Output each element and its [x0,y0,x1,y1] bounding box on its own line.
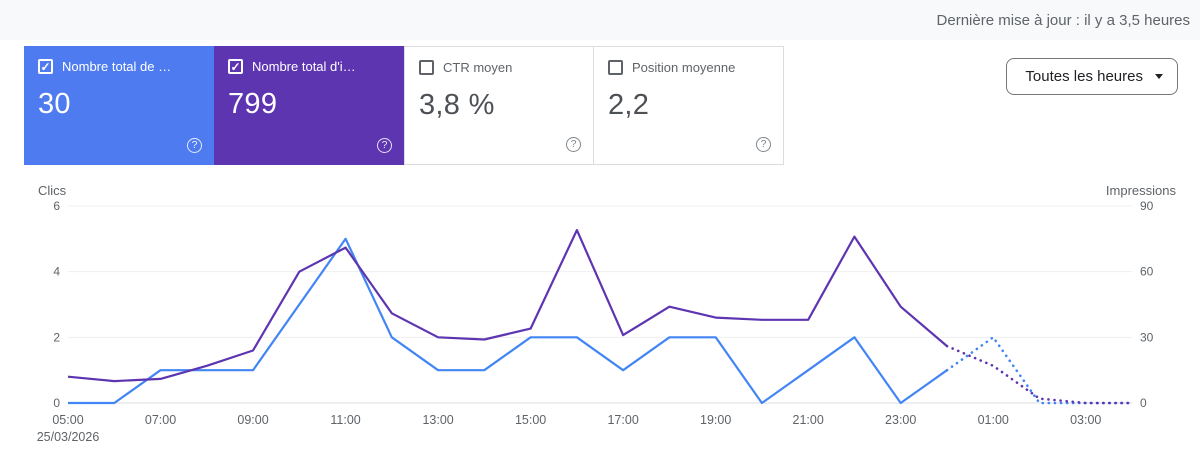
metric-value: 799 [228,88,278,120]
svg-text:11:00: 11:00 [330,413,360,427]
metric-card-total-clicks[interactable]: Nombre total de … 30 ? [24,46,214,165]
checkbox-unchecked-icon[interactable] [419,60,434,75]
metric-card-avg-position[interactable]: Position moyenne 2,2 ? [594,46,784,165]
svg-text:25/03/2026: 25/03/2026 [37,430,100,444]
page-root: Dernière mise à jour : il y a 3,5 heures… [0,0,1200,457]
help-icon[interactable]: ? [377,138,392,153]
svg-text:03:00: 03:00 [1070,413,1101,427]
metric-label: Position moyenne [632,60,736,75]
card-head: CTR moyen [419,60,579,75]
svg-text:07:00: 07:00 [145,413,176,427]
svg-text:09:00: 09:00 [237,413,268,427]
checkbox-checked-icon[interactable] [228,59,243,74]
svg-text:2: 2 [53,330,60,344]
metric-label: Nombre total d'i… [252,59,356,74]
svg-text:0: 0 [1140,396,1147,410]
svg-text:23:00: 23:00 [885,413,916,427]
metric-card-total-impressions[interactable]: Nombre total d'i… 799 ? [214,46,404,165]
svg-text:6: 6 [53,199,60,213]
left-axis-title: Clics [38,183,67,198]
svg-text:19:00: 19:00 [700,413,731,427]
metric-cards-row: Nombre total de … 30 ? Nombre total d'i…… [0,40,1200,165]
svg-text:21:00: 21:00 [793,413,824,427]
metric-label: CTR moyen [443,60,513,75]
checkbox-checked-icon[interactable] [38,59,53,74]
metric-label: Nombre total de … [62,59,172,74]
svg-text:4: 4 [53,265,60,279]
chart-axis-titles: Clics Impressions [24,183,1176,198]
right-axis-title: Impressions [1105,183,1176,198]
svg-text:13:00: 13:00 [422,413,453,427]
svg-text:17:00: 17:00 [607,413,638,427]
chevron-down-icon [1155,74,1163,79]
metric-value: 3,8 % [419,89,495,121]
checkbox-unchecked-icon[interactable] [608,60,623,75]
svg-text:01:00: 01:00 [978,413,1009,427]
svg-text:15:00: 15:00 [515,413,546,427]
last-update-text: Dernière mise à jour : il y a 3,5 heures [936,11,1190,29]
metric-value: 2,2 [608,89,650,121]
svg-text:0: 0 [53,396,60,410]
hours-filter-dropdown[interactable]: Toutes les heures [1006,58,1178,95]
top-header: Dernière mise à jour : il y a 3,5 heures [0,0,1200,40]
performance-chart: Clics Impressions 0 2 4 6 0 30 60 90 05:00 07:00 0… [0,165,1200,457]
hours-filter-label: Toutes les heures [1025,68,1143,85]
svg-text:90: 90 [1140,199,1154,213]
svg-text:05:00: 05:00 [52,413,83,427]
metric-card-avg-ctr[interactable]: CTR moyen 3,8 % ? [404,46,594,165]
card-head: Nombre total de … [38,59,200,74]
metric-value: 30 [38,88,71,120]
card-head: Position moyenne [608,60,769,75]
svg-text:30: 30 [1140,330,1154,344]
card-head: Nombre total d'i… [228,59,390,74]
svg-text:60: 60 [1140,265,1154,279]
help-icon[interactable]: ? [756,137,771,152]
help-icon[interactable]: ? [187,138,202,153]
help-icon[interactable]: ? [566,137,581,152]
